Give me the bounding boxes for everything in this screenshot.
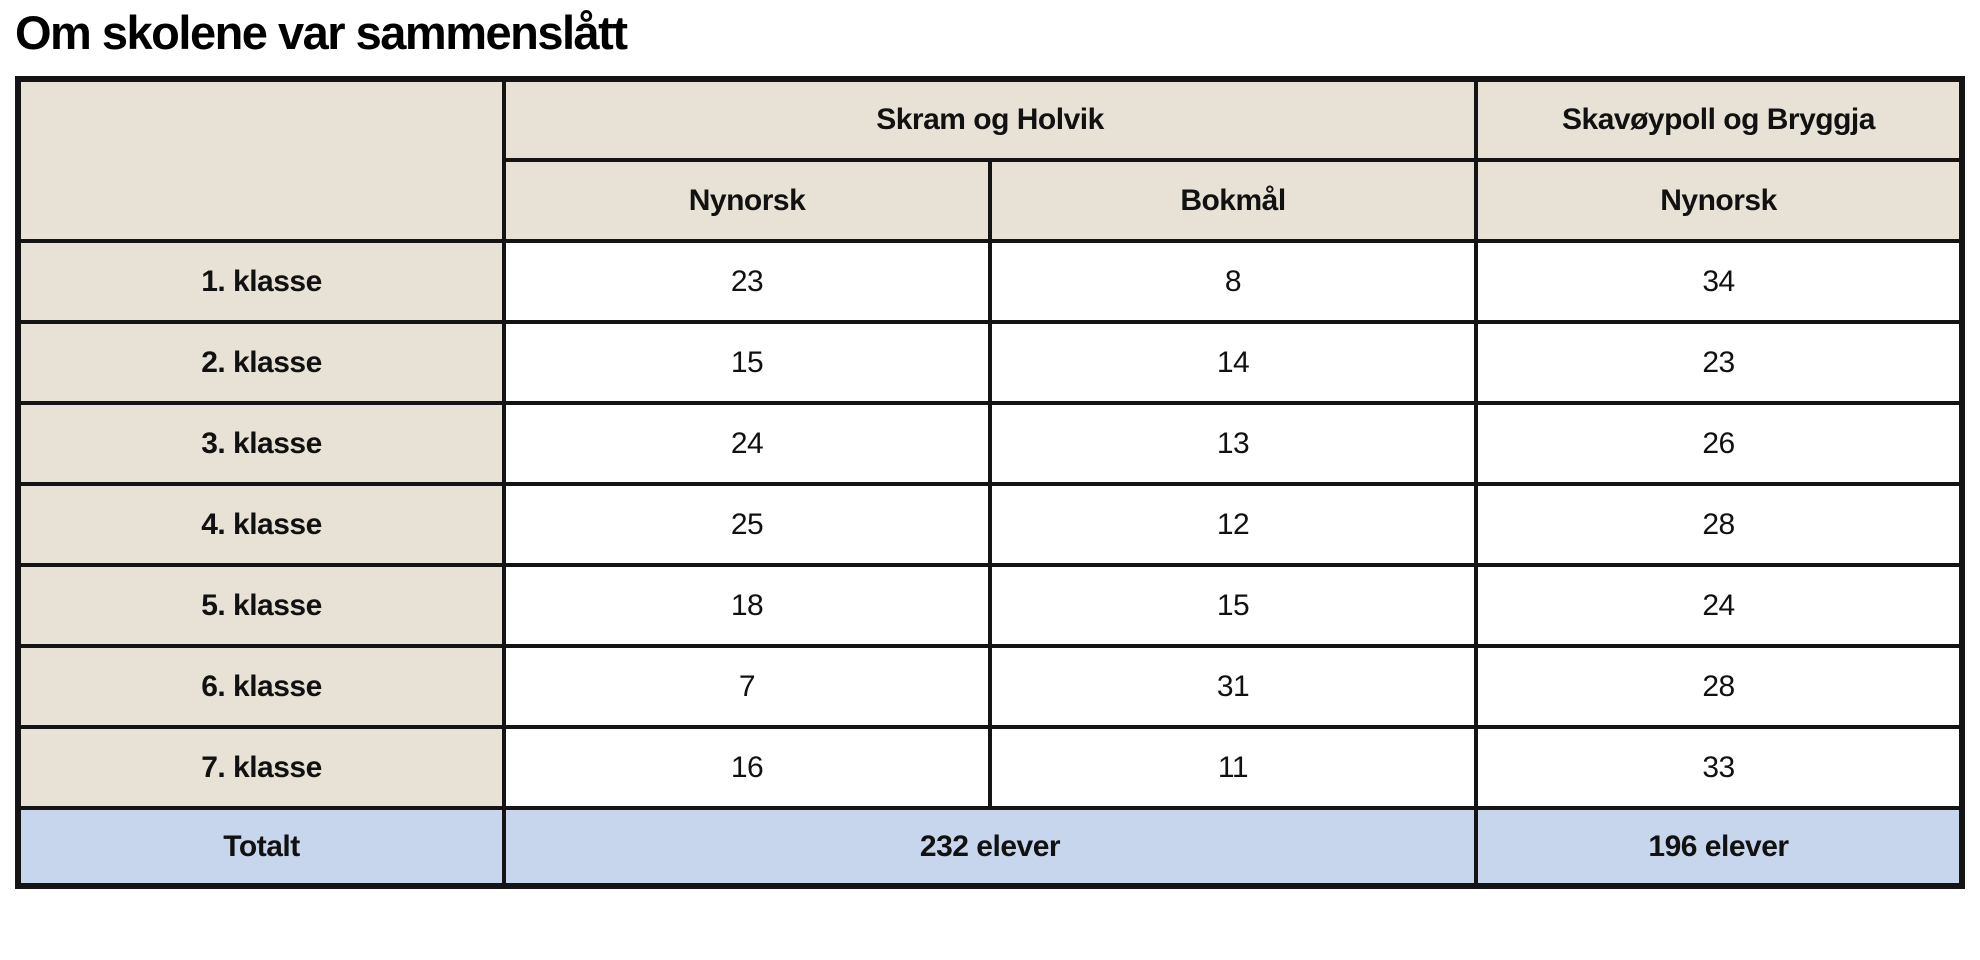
value-cell: 25: [502, 482, 992, 568]
value-cell: 34: [1474, 239, 1964, 325]
value-cell: 33: [1474, 725, 1964, 811]
total-row: Totalt 232 elever 196 elever: [16, 806, 1964, 889]
total-label: Totalt: [16, 806, 506, 889]
total-skram-holvik: 232 elever: [502, 806, 1478, 889]
corner-cell: [16, 77, 506, 244]
value-cell: 13: [988, 401, 1478, 487]
value-cell: 7: [502, 644, 992, 730]
sub-header-row: Nynorsk Bokmål Nynorsk: [18, 158, 1964, 244]
value-cell: 8: [988, 239, 1478, 325]
row-label: 3. klasse: [16, 401, 506, 487]
table-row: 5. klasse 18 15 24: [16, 563, 1964, 649]
value-cell: 11: [988, 725, 1478, 811]
page-title: Om skolene var sammenslått: [15, 6, 628, 59]
value-cell: 15: [988, 563, 1478, 649]
row-label: 5. klasse: [16, 563, 506, 649]
value-cell: 15: [502, 320, 992, 406]
value-cell: 24: [502, 401, 992, 487]
value-cell: 28: [1474, 482, 1964, 568]
table-row: 6. klasse 7 31 28: [16, 644, 1964, 730]
table-row: 2. klasse 15 14 23: [16, 320, 1964, 406]
sub-header-nynorsk-skram: Nynorsk: [502, 158, 992, 244]
value-cell: 31: [988, 644, 1478, 730]
group-header-skavoypoll-bryggja: Skavøypoll og Bryggja: [1474, 77, 1964, 163]
row-label: 4. klasse: [16, 482, 506, 568]
value-cell: 23: [502, 239, 992, 325]
value-cell: 18: [502, 563, 992, 649]
row-label: 1. klasse: [16, 239, 506, 325]
sub-header-bokmal-skram: Bokmål: [988, 158, 1478, 244]
group-header-skram-holvik: Skram og Holvik: [502, 77, 1478, 163]
value-cell: 26: [1474, 401, 1964, 487]
value-cell: 23: [1474, 320, 1964, 406]
group-header-row: Skram og Holvik Skavøypoll og Bryggja: [16, 77, 1964, 244]
row-label: 6. klasse: [16, 644, 506, 730]
value-cell: 24: [1474, 563, 1964, 649]
value-cell: 14: [988, 320, 1478, 406]
total-skavoypoll-bryggja: 196 elever: [1474, 806, 1964, 889]
table-row: 3. klasse 24 13 26: [16, 401, 1964, 487]
row-label: 2. klasse: [16, 320, 506, 406]
value-cell: 12: [988, 482, 1478, 568]
merged-schools-table: Skram og Holvik Skavøypoll og Bryggja Ny…: [15, 76, 1965, 890]
sub-header-nynorsk-skavoypoll: Nynorsk: [1474, 158, 1964, 244]
row-label: 7. klasse: [16, 725, 506, 811]
table-row: 1. klasse 23 8 34: [16, 239, 1964, 325]
value-cell: 28: [1474, 644, 1964, 730]
value-cell: 16: [502, 725, 992, 811]
table-row: 7. klasse 16 11 33: [16, 725, 1964, 811]
table-row: 4. klasse 25 12 28: [16, 482, 1964, 568]
